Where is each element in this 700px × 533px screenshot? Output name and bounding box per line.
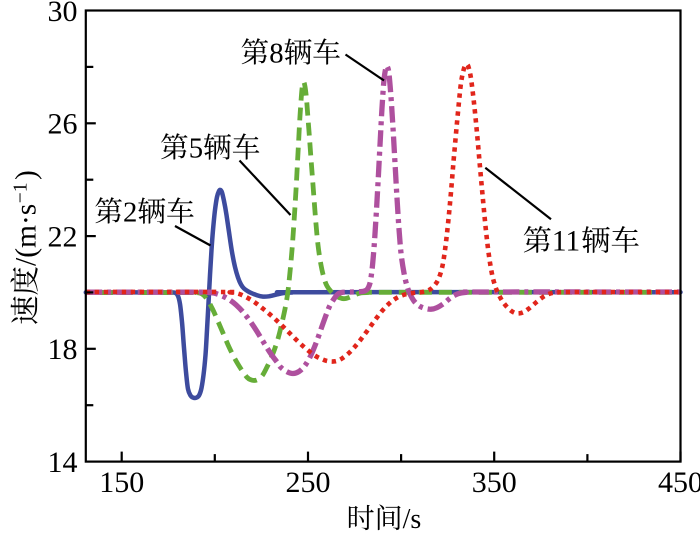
svg-text:8: 8	[269, 37, 283, 69]
svg-text:): )	[11, 170, 43, 180]
svg-text:18: 18	[48, 333, 78, 366]
svg-text:150: 150	[99, 466, 144, 499]
svg-text:11: 11	[552, 226, 580, 258]
svg-text:/(m·s: /(m·s	[11, 204, 43, 266]
svg-text:450: 450	[658, 466, 700, 499]
svg-text:14: 14	[48, 446, 78, 479]
svg-text:2: 2	[123, 196, 137, 228]
svg-text:−1: −1	[11, 182, 32, 203]
svg-text:350: 350	[472, 466, 517, 499]
svg-text:26: 26	[48, 108, 78, 141]
svg-text:250: 250	[286, 466, 331, 499]
svg-text:22: 22	[48, 220, 78, 253]
svg-text:5: 5	[189, 132, 203, 164]
svg-text:/s: /s	[403, 504, 422, 533]
svg-text:30: 30	[48, 0, 78, 28]
